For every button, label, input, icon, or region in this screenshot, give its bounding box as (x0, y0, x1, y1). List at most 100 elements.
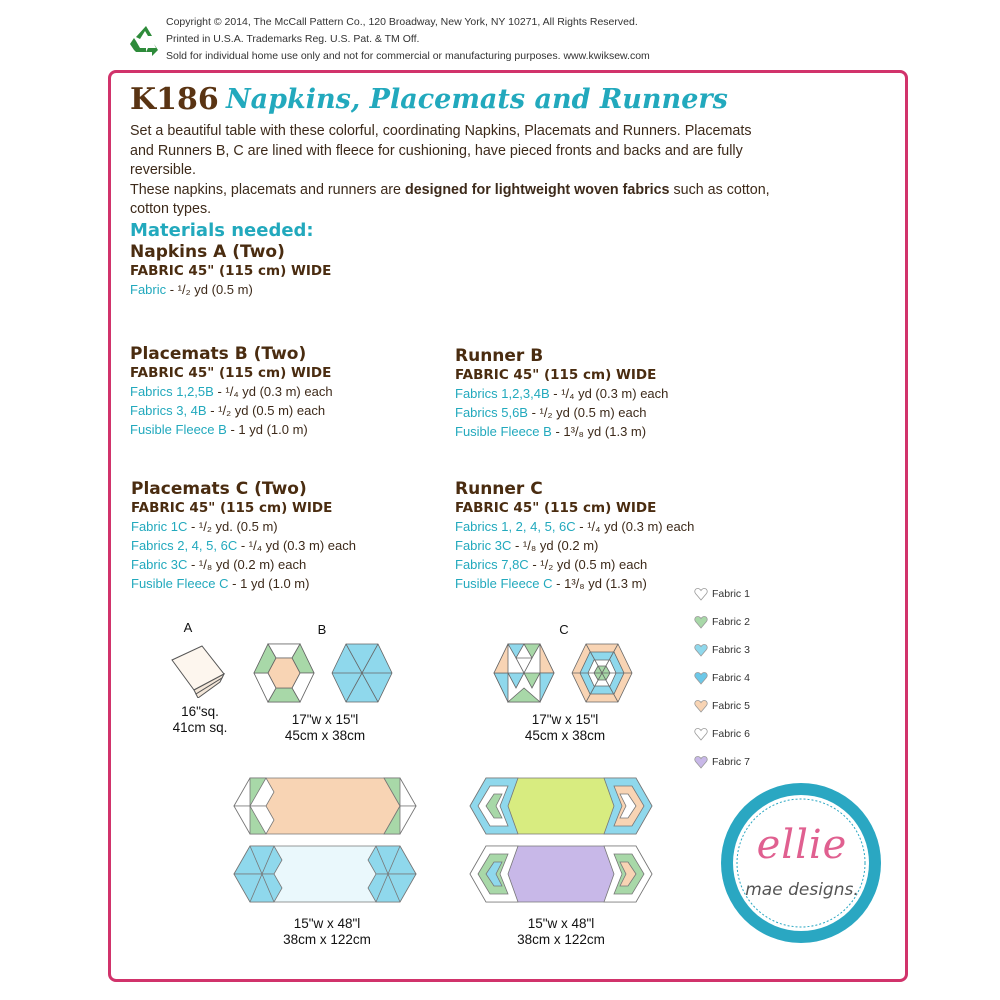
intro-bold-part: designed for lightweight woven fabrics (404, 181, 670, 198)
heart-icon (694, 616, 708, 629)
size-metric: 38cm x 122cm (517, 932, 605, 947)
logo-subtitle: mae designs. (745, 880, 859, 900)
napkin-size: 16"sq. 41cm sq. (160, 704, 240, 736)
material-line: Fabric 3C - ¹/₈ yd (0.2 m) (455, 536, 694, 555)
fabric-amount: - ¹/₂ yd (0.5 m) each (527, 405, 647, 420)
placemat-c-size: 17"w x 15"l 45cm x 38cm (500, 712, 630, 744)
size-metric: 45cm x 38cm (284, 728, 366, 743)
runner-c-section: Runner C FABRIC 45" (115 cm) WIDE Fabric… (455, 479, 694, 593)
fabric-amount: - ¹/₂ yd (0.5 m) (166, 282, 253, 297)
placemat-c-illustration (493, 643, 633, 703)
fabric-amount: - 1³/₈ yd (1.3 m) (552, 576, 647, 591)
fabric-name: Fusible Fleece C (131, 576, 229, 591)
pattern-code: K186 (130, 82, 219, 117)
material-line: Fabric 1C - ¹/₂ yd. (0.5 m) (131, 517, 356, 536)
material-line: Fabrics 1,2,3,4B - ¹/₄ yd (0.3 m) each (455, 384, 668, 403)
legend-label: Fabric 3 (712, 644, 750, 656)
section-title: Napkins A (Two) (130, 242, 285, 262)
fabric-name: Fabric (130, 282, 167, 297)
fabric-amount: - ¹/₄ yd (0.3 m) each (549, 386, 669, 401)
size-imperial: 16"sq. (181, 704, 219, 719)
runner-b-section: Runner B FABRIC 45" (115 cm) WIDE Fabric… (455, 346, 668, 441)
intro-paragraph-2: These napkins, placemats and runners are… (130, 181, 770, 220)
heart-icon (694, 588, 708, 601)
legend-item: Fabric 1 (694, 580, 750, 608)
fabric-name: Fabric 3C (455, 538, 512, 553)
fabric-amount: - ¹/₄ yd (0.3 m) each (575, 519, 695, 534)
recycle-icon (130, 26, 158, 56)
legend-item: Fabric 4 (694, 664, 750, 692)
size-metric: 41cm sq. (172, 720, 228, 735)
fabric-width: FABRIC 45" (115 cm) WIDE (455, 500, 657, 516)
heart-icon (694, 756, 708, 769)
logo-ellie-text: ellie (756, 822, 848, 868)
placemat-b-size: 17"w x 15"l 45cm x 38cm (260, 712, 390, 744)
material-line: Fabrics 7,8C - ¹/₂ yd (0.5 m) each (455, 555, 694, 574)
copyright-line: Copyright © 2014, The McCall Pattern Co.… (166, 16, 638, 28)
material-line: Fabrics 1, 2, 4, 5, 6C - ¹/₄ yd (0.3 m) … (455, 517, 694, 536)
heart-icon (694, 644, 708, 657)
content-frame (108, 70, 908, 982)
copyright-notice: Copyright © 2014, The McCall Pattern Co.… (166, 14, 650, 65)
legend-label: Fabric 6 (712, 728, 750, 740)
fabric-name: Fusible Fleece B (455, 424, 552, 439)
material-line: Fusible Fleece B - 1³/₈ yd (1.3 m) (455, 422, 668, 441)
size-imperial: 17"w x 15"l (531, 712, 599, 727)
material-line: Fabrics 3, 4B - ¹/₂ yd (0.5 m) each (130, 401, 333, 420)
intro-paragraph-1: Set a beautiful table with these colorfu… (130, 123, 752, 178)
fabric-name: Fabric 3C (131, 557, 188, 572)
pattern-title: Napkins, Placemats and Runners (226, 84, 728, 115)
ellie-mae-logo (721, 783, 881, 943)
fabric-name: Fabrics 1, 2, 4, 5, 6C (455, 519, 576, 534)
legend-item: Fabric 2 (694, 608, 750, 636)
material-line: Fusible Fleece C - 1³/₈ yd (1.3 m) (455, 574, 694, 593)
fabric-name: Fabrics 1,2,3,4B (455, 386, 550, 401)
intro-text-part: These napkins, placemats and runners are (130, 181, 405, 198)
fabric-name: Fusible Fleece C (455, 576, 553, 591)
section-title: Placemats C (Two) (131, 479, 307, 499)
usage-line: Sold for individual home use only and no… (166, 50, 650, 62)
view-label-c: C (559, 622, 569, 637)
fabric-amount: - 1 yd (1.0 m) (228, 576, 310, 591)
fabric-name: Fabrics 1,2,5B (130, 384, 214, 399)
legend-item: Fabric 6 (694, 720, 750, 748)
section-title: Placemats B (Two) (130, 344, 307, 364)
heart-icon (694, 728, 708, 741)
heart-icon (694, 672, 708, 685)
fabric-width: FABRIC 45" (115 cm) WIDE (455, 367, 657, 383)
fabric-name: Fabric 1C (131, 519, 188, 534)
runner-c-size: 15"w x 48"l 38cm x 122cm (496, 916, 626, 948)
material-line: Fabric - ¹/₂ yd (0.5 m) (130, 280, 331, 299)
placemats-b-section: Placemats B (Two) FABRIC 45" (115 cm) WI… (130, 344, 333, 439)
fabric-name: Fusible Fleece B (130, 422, 227, 437)
legend-label: Fabric 1 (712, 588, 750, 600)
section-title: Runner C (455, 479, 543, 499)
fabric-width: FABRIC 45" (115 cm) WIDE (130, 365, 332, 381)
intro-text: Set a beautiful table with these colorfu… (130, 122, 770, 220)
napkin-illustration (171, 645, 226, 698)
fabric-amount: - ¹/₂ yd (0.5 m) each (528, 557, 648, 572)
intro-text-part: such as cotton, cotton types. (130, 181, 770, 218)
legend-label: Fabric 5 (712, 700, 750, 712)
material-line: Fusible Fleece C - 1 yd (1.0 m) (131, 574, 356, 593)
materials-heading: Materials needed: (130, 220, 314, 241)
fabric-amount: - 1 yd (1.0 m) (226, 422, 308, 437)
fabric-name: Fabrics 7,8C (455, 557, 529, 572)
size-imperial: 15"w x 48"l (293, 916, 361, 931)
size-imperial: 17"w x 15"l (291, 712, 359, 727)
size-imperial: 15"w x 48"l (527, 916, 595, 931)
placemat-b-illustration (253, 643, 393, 703)
fabric-width: FABRIC 45" (115 cm) WIDE (131, 500, 333, 516)
material-line: Fabrics 5,6B - ¹/₂ yd (0.5 m) each (455, 403, 668, 422)
material-line: Fabric 3C - ¹/₈ yd (0.2 m) each (131, 555, 356, 574)
material-line: Fabrics 2, 4, 5, 6C - ¹/₄ yd (0.3 m) eac… (131, 536, 356, 555)
legend-item: Fabric 7 (694, 748, 750, 776)
fabric-name: Fabrics 5,6B (455, 405, 528, 420)
view-label-a: A (183, 620, 193, 635)
legend-label: Fabric 4 (712, 672, 750, 684)
size-metric: 38cm x 122cm (283, 932, 371, 947)
runner-b-size: 15"w x 48"l 38cm x 122cm (262, 916, 392, 948)
runner-b-illustration (233, 777, 417, 903)
fabric-width: FABRIC 45" (115 cm) WIDE (130, 263, 332, 279)
trademark-line: Printed in U.S.A. Trademarks Reg. U.S. P… (166, 33, 420, 45)
